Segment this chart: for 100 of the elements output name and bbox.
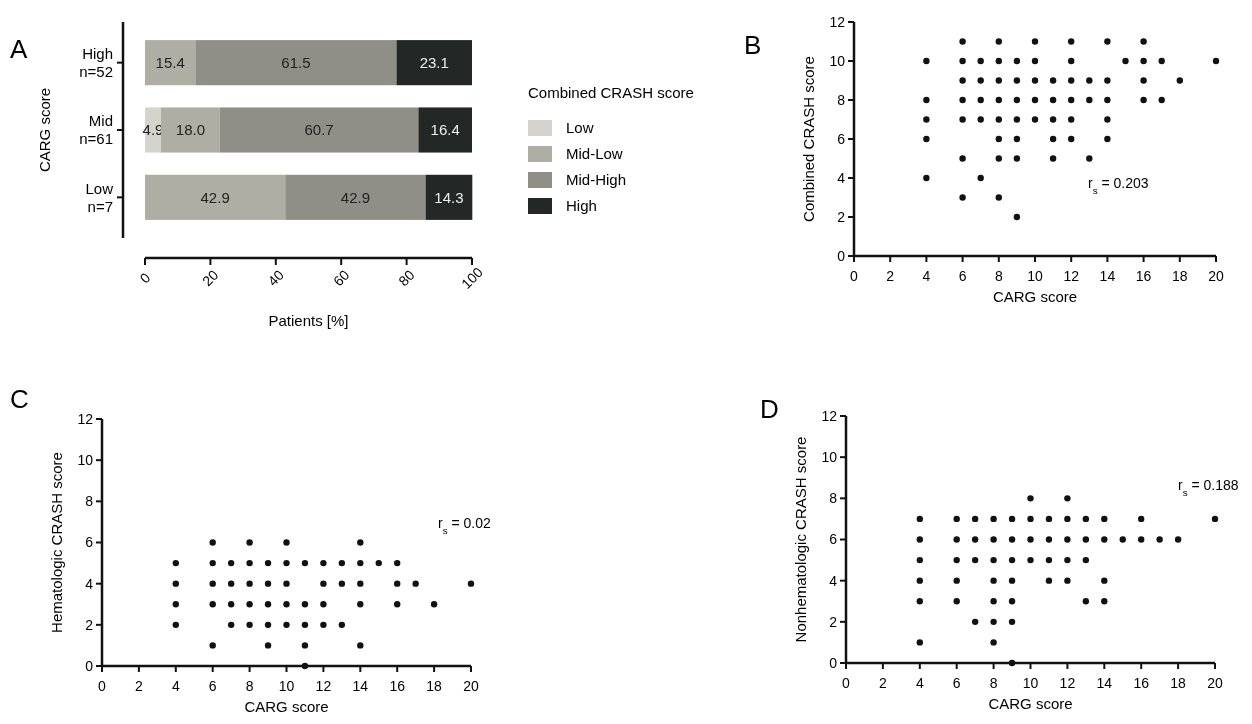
point xyxy=(1008,515,1016,523)
y-tick-label: 0 xyxy=(837,247,846,264)
data-label: 15.4 xyxy=(155,53,185,71)
x-tick-label: 20 xyxy=(1208,267,1224,284)
point xyxy=(916,536,923,543)
point xyxy=(394,580,401,587)
point xyxy=(172,601,179,608)
point xyxy=(283,559,290,567)
point xyxy=(227,559,235,567)
x-axis-title: CARG score xyxy=(244,698,329,715)
x-tick-label: 20 xyxy=(199,266,222,290)
chart-title: D xyxy=(760,394,779,424)
bar xyxy=(425,174,473,220)
point xyxy=(412,580,419,587)
x-tick-label: 14 xyxy=(1099,267,1116,284)
point xyxy=(301,642,309,649)
point xyxy=(172,559,179,567)
point xyxy=(1045,536,1053,543)
x-tick-label: 4 xyxy=(915,674,924,691)
point xyxy=(1045,556,1053,564)
point xyxy=(172,621,179,629)
point xyxy=(209,539,216,546)
x-tick-label: 4 xyxy=(171,677,180,694)
point xyxy=(1027,515,1034,523)
point xyxy=(1082,556,1090,564)
point xyxy=(953,598,960,605)
point xyxy=(1064,515,1071,523)
point xyxy=(227,580,235,587)
point xyxy=(916,515,923,523)
point xyxy=(209,601,216,608)
x-tick-label: 2 xyxy=(135,677,143,694)
y-axis-title: CARG score xyxy=(36,87,53,173)
x-tick-label: 10 xyxy=(1027,267,1043,284)
legend-label: Low xyxy=(566,119,594,137)
x-tick-label: 18 xyxy=(1172,267,1188,284)
point xyxy=(953,556,960,564)
point xyxy=(990,577,997,584)
point xyxy=(394,559,401,567)
x-tick-label: 8 xyxy=(994,267,1003,284)
y-tick-label: 4 xyxy=(85,575,94,592)
point xyxy=(301,621,309,629)
x-tick-label: 20 xyxy=(463,677,479,694)
point xyxy=(264,621,272,629)
point xyxy=(320,621,327,629)
x-tick-label: 14 xyxy=(1096,674,1113,691)
x-axis-title: CARG score xyxy=(988,695,1073,712)
point xyxy=(283,539,290,546)
data-label: 42.9 xyxy=(200,188,230,206)
chart-title: B xyxy=(744,30,762,60)
point xyxy=(953,536,960,543)
point xyxy=(971,515,979,523)
point xyxy=(264,580,272,587)
bar xyxy=(418,107,472,153)
point xyxy=(357,601,364,608)
point xyxy=(990,598,997,605)
point xyxy=(246,601,253,608)
point xyxy=(430,601,438,608)
point xyxy=(357,559,364,567)
point xyxy=(338,580,346,587)
point xyxy=(320,601,327,608)
point xyxy=(971,556,979,564)
chart-title: C xyxy=(10,384,29,414)
point xyxy=(971,536,979,543)
y-tick-label: 10 xyxy=(829,52,846,69)
point xyxy=(301,662,309,670)
x-tick-label: 14 xyxy=(352,677,369,694)
point xyxy=(1101,536,1108,543)
y-tick-label: High n=52 xyxy=(79,44,113,80)
point xyxy=(301,601,309,608)
data-label: 60.7 xyxy=(304,121,334,139)
x-tick-label: 8 xyxy=(245,677,254,694)
point xyxy=(990,639,997,646)
point xyxy=(357,539,364,546)
data-label: 23.1 xyxy=(419,53,449,71)
point xyxy=(283,601,290,608)
bar xyxy=(285,174,426,220)
point xyxy=(301,559,309,567)
x-tick-label: 10 xyxy=(278,677,295,694)
point xyxy=(375,559,382,567)
y-tick-label: 6 xyxy=(837,130,846,147)
point xyxy=(264,642,272,649)
point xyxy=(953,515,960,523)
point xyxy=(246,559,253,567)
bar xyxy=(195,40,397,86)
x-tick-label: 60 xyxy=(329,266,353,290)
y-tick-label: 6 xyxy=(829,531,838,548)
point xyxy=(357,642,364,649)
point xyxy=(1064,495,1071,502)
point xyxy=(338,559,346,567)
point xyxy=(1101,598,1108,605)
y-tick-label: 8 xyxy=(837,91,846,108)
x-tick-label: 12 xyxy=(1059,674,1076,691)
y-axis-title: Nonhematologic CRASH score xyxy=(792,436,809,643)
point xyxy=(209,580,216,587)
bar xyxy=(219,107,419,153)
x-tick-label: 16 xyxy=(389,677,406,694)
bar xyxy=(161,107,220,153)
x-tick-label: 80 xyxy=(395,266,418,290)
y-tick-label: Mid n=61 xyxy=(79,112,113,148)
point xyxy=(1008,618,1016,626)
